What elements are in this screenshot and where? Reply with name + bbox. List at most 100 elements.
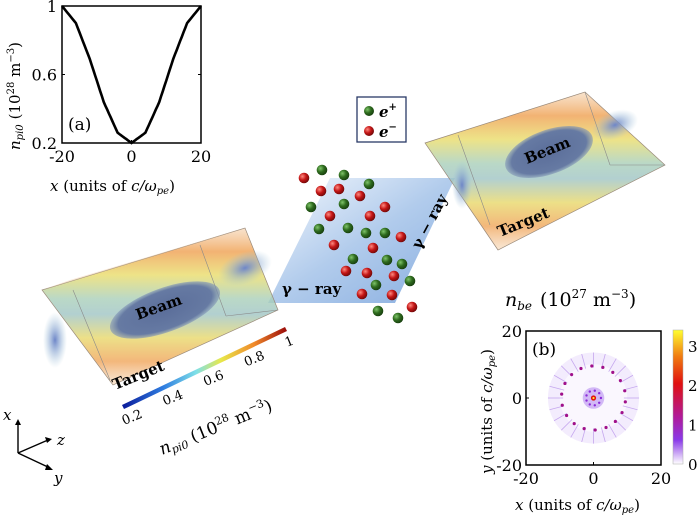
positron-particle — [372, 305, 384, 317]
b-xlabel-sub: pe — [622, 505, 634, 516]
cb3d-tick-label: 0.6 — [201, 368, 226, 390]
b-xlabel-var: x — [515, 496, 524, 514]
electron-particle — [367, 242, 379, 254]
particles — [298, 164, 418, 324]
b-xlabel-c: c/ω — [596, 496, 622, 514]
panel-a-label: (a) — [68, 115, 91, 135]
positron-particle — [381, 254, 393, 266]
ring-hotspot — [570, 372, 574, 377]
electron-particle — [356, 288, 368, 300]
electron-particle — [333, 183, 345, 195]
ring-hotspot — [613, 419, 617, 424]
radial-streak — [553, 412, 568, 422]
b-title-exp: 27 — [572, 287, 587, 301]
panel-b-colorbar — [672, 329, 684, 465]
b-ytick-label: 0 — [512, 389, 522, 408]
positron-particle — [313, 223, 325, 235]
b-ylabel-close: ) — [478, 349, 496, 355]
xlabel-close: ) — [169, 177, 175, 195]
radial-streak — [570, 424, 579, 438]
ring-hotspot — [579, 366, 583, 371]
target-box-left-edge2 — [199, 244, 227, 317]
cb3d-label-sub: pi0 — [170, 438, 191, 457]
b-title-m: m — [587, 289, 611, 311]
positron-particle — [396, 258, 408, 270]
electron-particle — [361, 267, 373, 279]
ring-hotspot — [563, 381, 567, 386]
legend-electron-label: e− — [379, 122, 397, 141]
electron-particle — [386, 289, 398, 301]
ring-hotspot — [601, 365, 605, 369]
xlabel-c: c/ω — [131, 177, 157, 195]
core-dot — [593, 389, 596, 392]
radial-streak — [581, 353, 587, 369]
cb3d-tick-label: 0.2 — [120, 407, 145, 429]
center-peak-core — [592, 396, 595, 400]
a-xtick-label: 0 — [126, 147, 136, 166]
xlabel-sub: pe — [157, 186, 169, 197]
legend: e+ e− — [356, 96, 407, 143]
ring-hotspot — [590, 364, 594, 368]
legend-positron-label: e+ — [379, 102, 397, 121]
b-title-mexp: −3 — [611, 287, 629, 301]
electron-particle — [324, 210, 336, 222]
core-dot — [597, 392, 601, 395]
positron-particle — [360, 227, 372, 239]
b-ylabel-sub: pe — [487, 355, 498, 367]
cb3d-label-mexp: −3 — [246, 397, 266, 415]
core-dot — [593, 404, 596, 407]
target-box-left-edge — [72, 289, 111, 381]
target-box-left-end-blue — [218, 250, 272, 286]
radial-streak — [614, 365, 627, 377]
panel-a-ylabel: npi0 (1028 m−3) — [6, 42, 26, 150]
panel-a-frame — [61, 5, 202, 144]
b-title-sub: be — [517, 299, 532, 313]
core-dot — [585, 399, 588, 402]
radial-streak — [619, 412, 634, 422]
legend-electron-sup: − — [389, 122, 397, 133]
radial-streak — [622, 405, 638, 411]
b-xtick-label: 0 — [588, 469, 598, 488]
xlabel-var: x — [50, 177, 59, 195]
ylabel-exp: 28 — [6, 82, 17, 95]
electron-particle — [298, 172, 310, 184]
triad-y-axis — [17, 452, 51, 469]
b-title-units: (10 — [540, 289, 572, 311]
positron-particle — [392, 312, 404, 324]
ring-hotspot — [618, 378, 622, 383]
b-title-var: n — [505, 289, 517, 311]
ylabel-mexp: −3 — [6, 48, 17, 63]
triad-z-arrow — [45, 437, 52, 443]
b-ylabel-c: c/ω — [478, 367, 496, 393]
radial-streak — [600, 427, 606, 443]
electron-particle — [379, 201, 391, 213]
b-ytick-label: -20 — [496, 456, 522, 475]
radial-streak — [608, 358, 617, 372]
gamma-ray-plate-group: γ − ray γ − ray — [268, 164, 455, 324]
legend-positron-e: e — [379, 103, 389, 121]
positron-particle — [363, 178, 375, 190]
legend-electron-e: e — [379, 123, 389, 141]
legend-box — [356, 96, 407, 143]
positron-particle — [342, 222, 354, 234]
ring-hotspot — [623, 389, 627, 393]
b-cbar-tick-label: 0 — [688, 456, 698, 474]
xlabel-text: (units of — [58, 177, 131, 195]
colorbar-3d-bar — [122, 327, 287, 409]
beam-ellipse-left — [109, 281, 221, 339]
target-box-left-side-blue — [43, 312, 67, 368]
axes-triad — [15, 419, 53, 470]
panel-b-title: nbe (1027 m−3) — [505, 287, 636, 313]
ring-hotspot — [604, 425, 608, 430]
core-dot — [588, 390, 591, 393]
positron-particle — [379, 227, 391, 239]
triad-x-label: x — [3, 406, 12, 424]
ring-hotspot — [565, 413, 569, 418]
a-xtick-label: -20 — [49, 147, 75, 166]
b-ylabel-var: y — [478, 465, 496, 475]
ring-hotspot — [560, 392, 564, 396]
ylabel-var: n — [6, 140, 24, 150]
panel-b-label: (b) — [532, 340, 556, 360]
ylabel-sub: pi0 — [15, 124, 26, 141]
